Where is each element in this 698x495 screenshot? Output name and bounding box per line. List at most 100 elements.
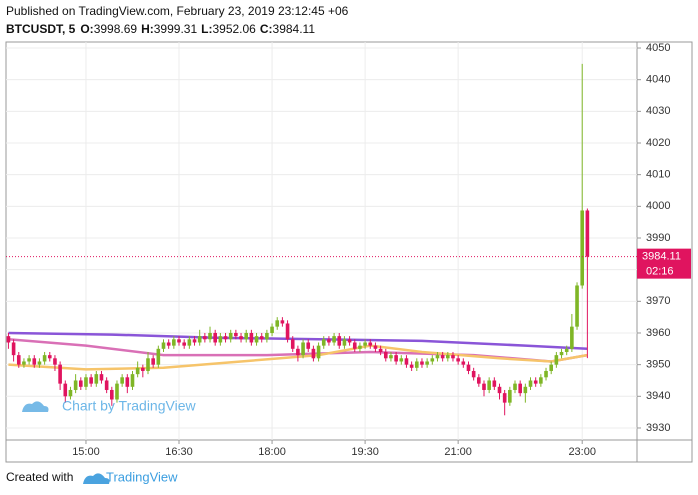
- ohlc-value: 3984.11: [273, 22, 316, 36]
- candle-body: [177, 339, 181, 343]
- x-tick-label: 19:30: [351, 446, 379, 458]
- candle-body: [120, 377, 124, 384]
- candle-body: [27, 358, 31, 362]
- candle-body: [172, 339, 176, 346]
- last-price-box: [637, 248, 691, 279]
- x-tick-label: 16:30: [165, 446, 193, 458]
- candle-body: [203, 336, 207, 340]
- ohlc-label: L:: [201, 22, 212, 36]
- candle-body: [316, 345, 321, 359]
- candle-body: [409, 364, 414, 368]
- candle-body: [161, 342, 166, 349]
- candle-body: [477, 377, 481, 384]
- candle-body: [63, 383, 68, 397]
- candle-body: [425, 361, 429, 365]
- candle-body: [389, 355, 393, 359]
- candle-body: [32, 358, 37, 365]
- candle-body: [151, 358, 155, 365]
- candle-body: [358, 345, 362, 349]
- candle-body: [110, 389, 114, 400]
- y-tick-label: 3940: [646, 390, 670, 402]
- countdown: 02:16: [646, 266, 674, 278]
- y-tick-label: 4010: [646, 169, 670, 181]
- moving-average: [8, 331, 588, 351]
- candle-body: [337, 336, 342, 346]
- y-tick-label: 4050: [646, 42, 670, 54]
- candle-body: [84, 377, 88, 387]
- candle-body: [89, 377, 93, 384]
- candle-body: [533, 380, 538, 384]
- candle-body: [559, 351, 564, 356]
- candle-body: [508, 389, 512, 403]
- candle-body: [37, 361, 42, 365]
- frame: [5, 41, 693, 463]
- candle-body: [254, 336, 259, 343]
- candle-body: [228, 332, 233, 340]
- ohlc-value: 3999.31: [154, 22, 198, 36]
- candle-body: [523, 386, 528, 394]
- candle-body: [482, 383, 486, 390]
- candle-body: [73, 380, 78, 390]
- published: Published on TradingView.com, February 2…: [6, 4, 349, 18]
- candle-body: [492, 380, 497, 387]
- candle-body: [518, 383, 522, 394]
- x-tick-label: 23:00: [568, 446, 596, 458]
- candle-body: [352, 342, 357, 349]
- candle-body: [259, 336, 264, 340]
- candle-body: [404, 358, 409, 365]
- candle-body: [213, 332, 218, 343]
- candle-body: [471, 370, 476, 378]
- candle-body: [306, 342, 311, 349]
- candle-body: [554, 355, 559, 365]
- candle-body: [141, 367, 145, 371]
- y-tick-label: 4020: [646, 137, 670, 149]
- candle-body: [47, 355, 52, 359]
- footer-brand[interactable]: TradingView: [106, 469, 178, 484]
- x-tick-label: 21:00: [444, 446, 472, 458]
- footer-logo: [83, 473, 110, 484]
- last-price-label: 3984.11: [642, 251, 681, 263]
- candle-body: [130, 374, 135, 387]
- ohlc-label: H:: [141, 22, 154, 36]
- candle-body: [420, 361, 424, 365]
- candle-body: [94, 374, 99, 384]
- candle-body: [549, 364, 554, 371]
- plot: 3930394039503960397039803990400040104020…: [6, 42, 691, 458]
- candle-body: [332, 336, 336, 343]
- ohlc-header: BTCUSDT, 5 O:3998.69 H:3999.31 L:3952.06 C:3…: [6, 22, 315, 36]
- candle-body: [234, 332, 238, 337]
- candle-body: [570, 326, 574, 349]
- candle-body: [373, 345, 378, 349]
- candle-body: [575, 285, 579, 327]
- candle-body: [585, 210, 590, 257]
- candle-body: [285, 323, 290, 340]
- candle-body: [156, 348, 161, 365]
- candle-body: [414, 361, 419, 368]
- candle-body: [78, 380, 83, 387]
- candle-body: [290, 339, 295, 349]
- candle-body: [445, 355, 450, 359]
- candle-body: [192, 339, 197, 343]
- ohlc-label: O:: [80, 22, 93, 36]
- candle-body: [223, 336, 228, 340]
- candle-body: [528, 380, 533, 387]
- candle-body: [125, 377, 130, 387]
- candle-body: [544, 370, 548, 378]
- candle-body: [22, 361, 26, 365]
- candle-body: [440, 355, 445, 359]
- watermark: Chart by TradingView: [22, 398, 196, 414]
- candle-body: [502, 393, 507, 403]
- candle-body: [42, 355, 47, 362]
- candle-body: [513, 383, 517, 390]
- candle-body: [564, 348, 569, 352]
- y-tick-label: 4000: [646, 200, 670, 212]
- candle-body: [301, 342, 305, 356]
- y-tick-label: 3970: [646, 295, 670, 307]
- candle-body: [342, 339, 347, 346]
- candle-body: [399, 358, 404, 362]
- candle-body: [430, 358, 435, 362]
- y-tick-label: 3950: [646, 359, 670, 371]
- candle-body: [497, 386, 502, 394]
- candle-body: [58, 364, 62, 384]
